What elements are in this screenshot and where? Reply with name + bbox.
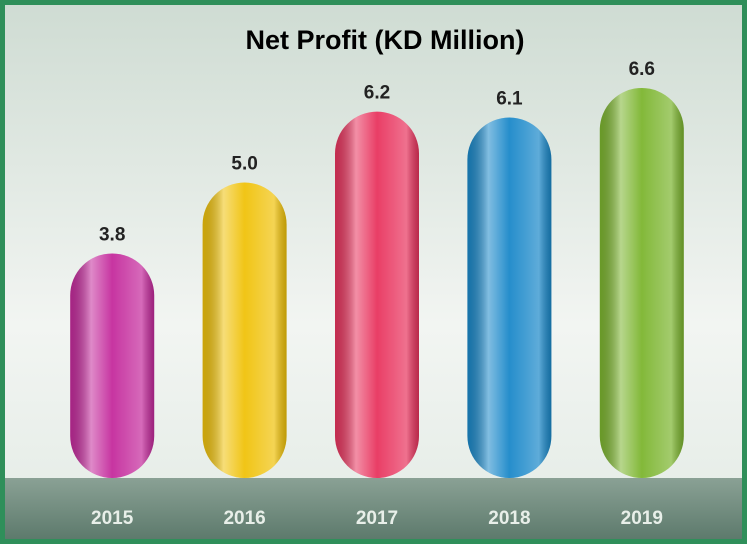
floor bbox=[5, 478, 742, 539]
bar-shine bbox=[202, 182, 287, 478]
value-label: 3.8 bbox=[99, 224, 125, 245]
value-label: 6.2 bbox=[364, 83, 390, 104]
bar-shine bbox=[335, 111, 419, 479]
value-label: 5.0 bbox=[231, 154, 257, 175]
bar-shine bbox=[599, 88, 684, 478]
x-tick-label: 2018 bbox=[488, 508, 530, 529]
x-tick-label: 2017 bbox=[356, 508, 398, 529]
x-tick-label: 2016 bbox=[223, 508, 265, 529]
x-tick-label: 2015 bbox=[91, 508, 134, 529]
bar-shine bbox=[70, 253, 155, 478]
value-label: 6.6 bbox=[629, 59, 655, 80]
chart-title: Net Profit (KD Million) bbox=[246, 25, 525, 55]
x-tick-label: 2019 bbox=[621, 508, 663, 529]
value-label: 6.1 bbox=[496, 89, 523, 110]
bar-shine bbox=[467, 117, 552, 478]
